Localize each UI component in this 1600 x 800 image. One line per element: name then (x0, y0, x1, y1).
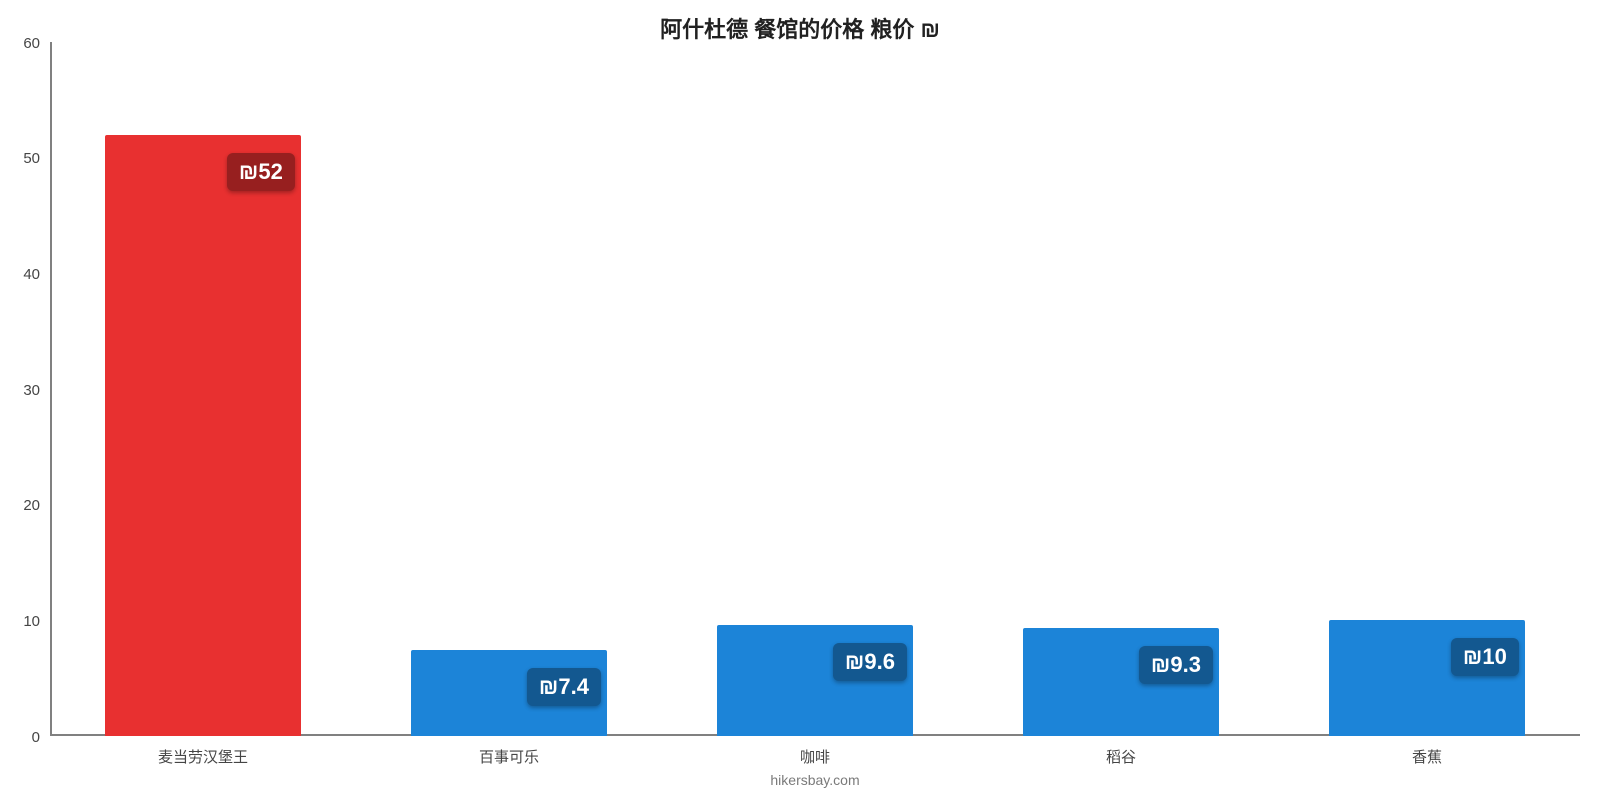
x-tick-label: 稻谷 (968, 746, 1274, 767)
bar-value-label: ₪52 (227, 153, 295, 191)
bar-value-label: ₪9.6 (833, 643, 907, 681)
attribution-text: hikersbay.com (50, 772, 1580, 788)
y-tick-label: 50 (0, 150, 40, 167)
bar (105, 135, 301, 736)
x-tick-label: 麦当劳汉堡王 (50, 746, 356, 767)
x-tick-label: 香蕉 (1274, 746, 1580, 767)
y-tick-label: 60 (0, 35, 40, 52)
x-tick-label: 咖啡 (662, 746, 968, 767)
chart-container: 阿什杜德 餐馆的价格 粮价 ₪ 0 10 20 30 40 50 60 麦当劳汉堡王百事可乐… (0, 0, 1600, 800)
bar-value-label: ₪10 (1451, 638, 1519, 676)
y-tick-label: 10 (0, 613, 40, 630)
y-tick-label: 30 (0, 382, 40, 399)
y-tick-label: 40 (0, 266, 40, 283)
y-tick-label: 0 (0, 729, 40, 746)
bar-value-label: ₪9.3 (1139, 646, 1213, 684)
chart-title: 阿什杜德 餐馆的价格 粮价 ₪ (0, 12, 1600, 44)
bar-value-label: ₪7.4 (527, 668, 601, 706)
x-tick-label: 百事可乐 (356, 746, 662, 767)
y-tick-label: 20 (0, 497, 40, 514)
